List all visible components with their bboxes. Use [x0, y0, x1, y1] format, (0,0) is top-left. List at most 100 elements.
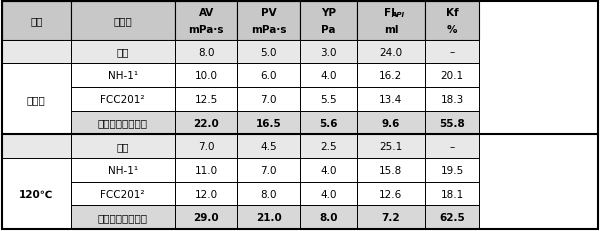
- Text: FL: FL: [384, 8, 398, 18]
- Text: 24.0: 24.0: [379, 47, 403, 57]
- Text: FCC201²: FCC201²: [100, 189, 145, 199]
- Bar: [356, 111, 425, 135]
- Bar: [300, 2, 356, 41]
- Text: %: %: [447, 25, 457, 35]
- Text: 8.0: 8.0: [319, 212, 338, 222]
- Bar: [71, 111, 175, 135]
- Text: 120℃: 120℃: [19, 189, 53, 199]
- Text: 9.6: 9.6: [382, 118, 400, 128]
- Text: NH-1¹: NH-1¹: [107, 71, 138, 81]
- Text: 5.5: 5.5: [320, 94, 337, 104]
- Text: 62.5: 62.5: [439, 212, 465, 222]
- Bar: [71, 205, 175, 229]
- Bar: [300, 64, 356, 88]
- Bar: [2, 135, 71, 158]
- Text: PV: PV: [261, 8, 277, 18]
- Text: mPa·s: mPa·s: [251, 25, 286, 35]
- Text: Pa: Pa: [321, 25, 335, 35]
- Text: 12.5: 12.5: [194, 94, 218, 104]
- Bar: [356, 41, 425, 64]
- Bar: [175, 205, 238, 229]
- Text: FCC201²: FCC201²: [100, 94, 145, 104]
- Bar: [425, 135, 479, 158]
- Bar: [238, 2, 300, 41]
- Bar: [2, 64, 71, 135]
- Bar: [356, 88, 425, 111]
- Text: 抑制剂: 抑制剂: [113, 16, 132, 26]
- Bar: [300, 88, 356, 111]
- Text: 7.0: 7.0: [260, 165, 277, 175]
- Bar: [71, 2, 175, 41]
- Text: ml: ml: [383, 25, 398, 35]
- Text: 22.0: 22.0: [193, 118, 219, 128]
- Bar: [425, 2, 479, 41]
- Text: 4.5: 4.5: [260, 142, 277, 152]
- Bar: [2, 2, 71, 41]
- Text: 8.0: 8.0: [198, 47, 214, 57]
- Text: 21.0: 21.0: [256, 212, 281, 222]
- Text: 12.6: 12.6: [379, 189, 403, 199]
- Text: 2.5: 2.5: [320, 142, 337, 152]
- Bar: [238, 182, 300, 205]
- Text: 聚合物页岩抑制剂: 聚合物页岩抑制剂: [98, 118, 148, 128]
- Bar: [356, 135, 425, 158]
- Text: API: API: [391, 12, 404, 18]
- Bar: [71, 64, 175, 88]
- Text: 20.1: 20.1: [440, 71, 464, 81]
- Bar: [356, 182, 425, 205]
- Bar: [425, 158, 479, 182]
- Text: 聚合物页岩抑制剂: 聚合物页岩抑制剂: [98, 212, 148, 222]
- Bar: [175, 41, 238, 64]
- Bar: [71, 88, 175, 111]
- Text: 13.4: 13.4: [379, 94, 403, 104]
- Text: 15.8: 15.8: [379, 165, 403, 175]
- Bar: [71, 41, 175, 64]
- Text: 4.0: 4.0: [320, 165, 337, 175]
- Bar: [238, 158, 300, 182]
- Bar: [425, 41, 479, 64]
- Bar: [238, 41, 300, 64]
- Text: mPa·s: mPa·s: [188, 25, 224, 35]
- Bar: [175, 64, 238, 88]
- Text: 18.1: 18.1: [440, 189, 464, 199]
- Bar: [300, 135, 356, 158]
- Text: 4.0: 4.0: [320, 189, 337, 199]
- Bar: [425, 88, 479, 111]
- Bar: [175, 111, 238, 135]
- Text: 温度: 温度: [30, 16, 43, 26]
- Text: 25.1: 25.1: [379, 142, 403, 152]
- Text: 19.5: 19.5: [440, 165, 464, 175]
- Bar: [175, 182, 238, 205]
- Text: 6.0: 6.0: [260, 71, 277, 81]
- Text: 16.2: 16.2: [379, 71, 403, 81]
- Text: 29.0: 29.0: [193, 212, 219, 222]
- Text: 7.2: 7.2: [382, 212, 400, 222]
- Text: 18.3: 18.3: [440, 94, 464, 104]
- Text: 8.0: 8.0: [260, 189, 277, 199]
- Text: AV: AV: [199, 8, 214, 18]
- Text: 基浆: 基浆: [116, 47, 129, 57]
- Bar: [2, 158, 71, 229]
- Bar: [425, 111, 479, 135]
- Bar: [356, 64, 425, 88]
- Text: 4.0: 4.0: [320, 71, 337, 81]
- Text: 11.0: 11.0: [194, 165, 218, 175]
- Bar: [300, 205, 356, 229]
- Bar: [300, 158, 356, 182]
- Text: 3.0: 3.0: [320, 47, 337, 57]
- Bar: [300, 41, 356, 64]
- Text: 10.0: 10.0: [194, 71, 218, 81]
- Text: 基浆: 基浆: [116, 142, 129, 152]
- Bar: [425, 182, 479, 205]
- Bar: [300, 111, 356, 135]
- Bar: [425, 205, 479, 229]
- Text: 5.6: 5.6: [319, 118, 338, 128]
- Text: 5.0: 5.0: [260, 47, 277, 57]
- Bar: [71, 135, 175, 158]
- Bar: [175, 2, 238, 41]
- Bar: [238, 64, 300, 88]
- Bar: [300, 182, 356, 205]
- Bar: [238, 111, 300, 135]
- Bar: [71, 158, 175, 182]
- Bar: [356, 2, 425, 41]
